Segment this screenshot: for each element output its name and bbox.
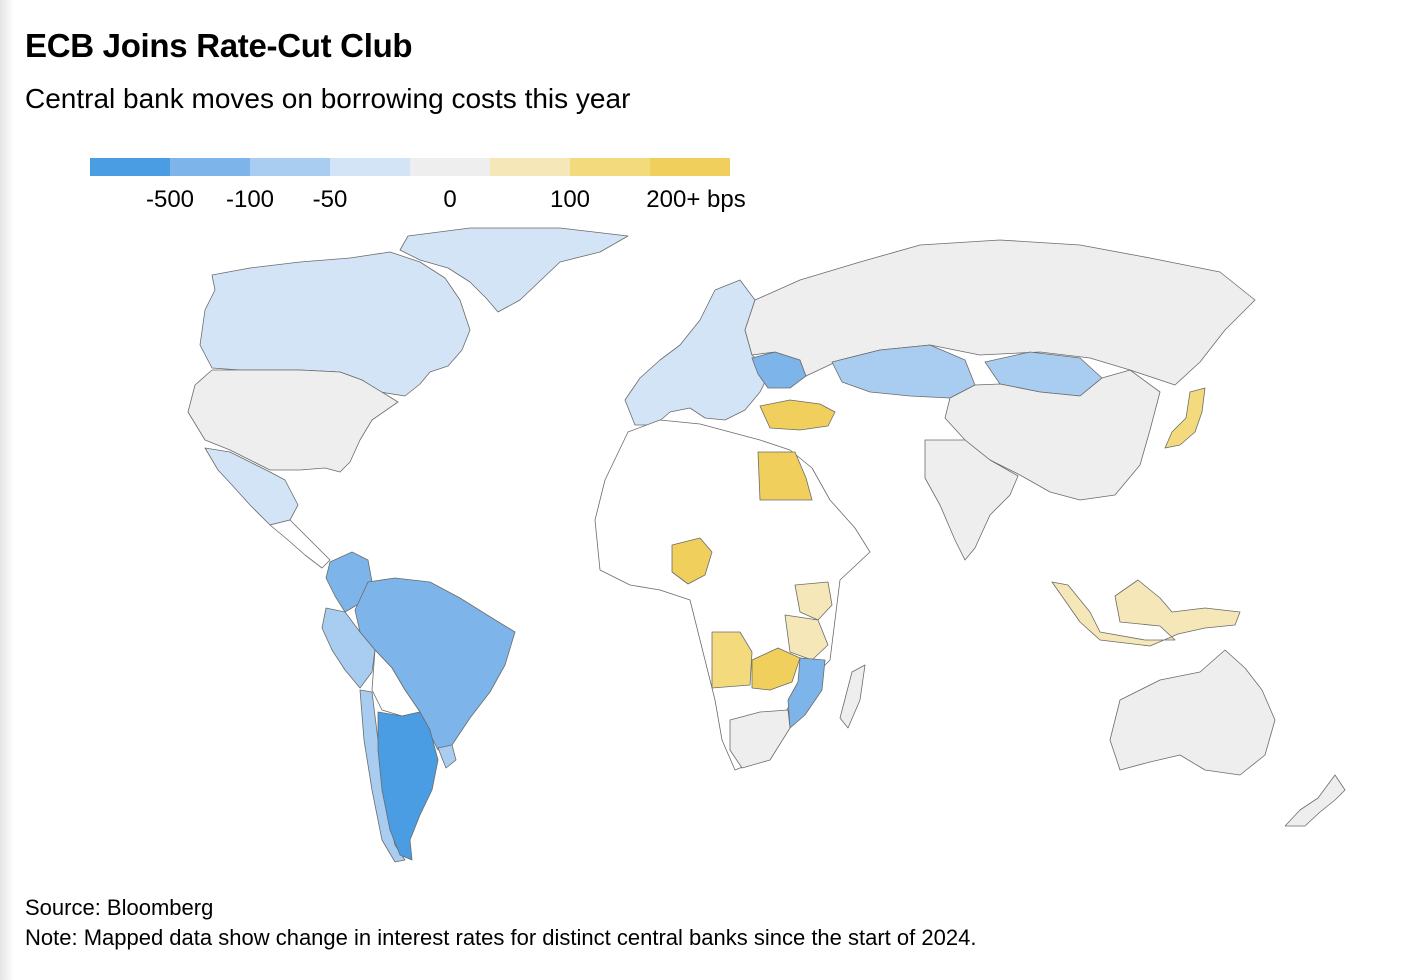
- chart-title: ECB Joins Rate-Cut Club: [25, 27, 413, 64]
- region-united-states: [187, 369, 399, 473]
- world-map: [187, 227, 1346, 863]
- legend-swatch: [570, 158, 650, 176]
- region-peru: [321, 607, 376, 689]
- region-south-africa: [729, 709, 791, 769]
- region-kenya: [794, 581, 833, 621]
- legend-swatch: [490, 158, 570, 176]
- region-mexico: [204, 447, 299, 526]
- region-central-america: [269, 519, 331, 569]
- legend-swatch: [90, 158, 170, 176]
- source-note: Source: Bloomberg: [25, 895, 214, 920]
- region-japan: [1164, 387, 1206, 449]
- region-madagascar: [839, 664, 866, 729]
- legend-swatch: [410, 158, 490, 176]
- region-uruguay: [437, 744, 457, 769]
- legend-label: -100: [225, 186, 275, 213]
- legend-label: -500: [145, 186, 195, 213]
- legend-swatches: [90, 158, 790, 176]
- color-legend: -500 -100 -50 0 100 200+ bps: [90, 158, 790, 218]
- region-chile: [359, 689, 406, 863]
- region-australia: [1109, 649, 1276, 776]
- page-edge-shade: [0, 0, 14, 980]
- legend-label: 0: [443, 186, 457, 213]
- region-indonesia: [1051, 579, 1241, 647]
- legend-swatch: [330, 158, 410, 176]
- data-note: Note: Mapped data show change in interes…: [25, 925, 977, 950]
- region-greenland: [399, 227, 629, 313]
- region-tanzania: [784, 614, 829, 661]
- region-europe: [624, 279, 771, 426]
- region-new-zealand: [1284, 774, 1346, 827]
- region-egypt: [757, 451, 813, 501]
- region-argentina: [377, 711, 439, 861]
- region-zambia: [751, 647, 801, 691]
- region-angola: [711, 631, 753, 689]
- legend-swatch: [250, 158, 330, 176]
- legend-label: -50: [312, 186, 348, 213]
- legend-swatch: [170, 158, 250, 176]
- region-mozambique: [787, 657, 826, 729]
- region-turkey: [759, 399, 836, 431]
- chart-subtitle: Central bank moves on borrowing costs th…: [25, 83, 631, 114]
- legend-label: 100: [549, 186, 591, 213]
- region-nigeria: [671, 537, 713, 585]
- legend-labels: -500 -100 -50 0 100 200+ bps: [90, 176, 790, 213]
- legend-label: 200+ bps: [646, 186, 746, 213]
- legend-swatch: [650, 158, 730, 176]
- region-canada: [199, 251, 471, 397]
- region-india: [924, 439, 1019, 561]
